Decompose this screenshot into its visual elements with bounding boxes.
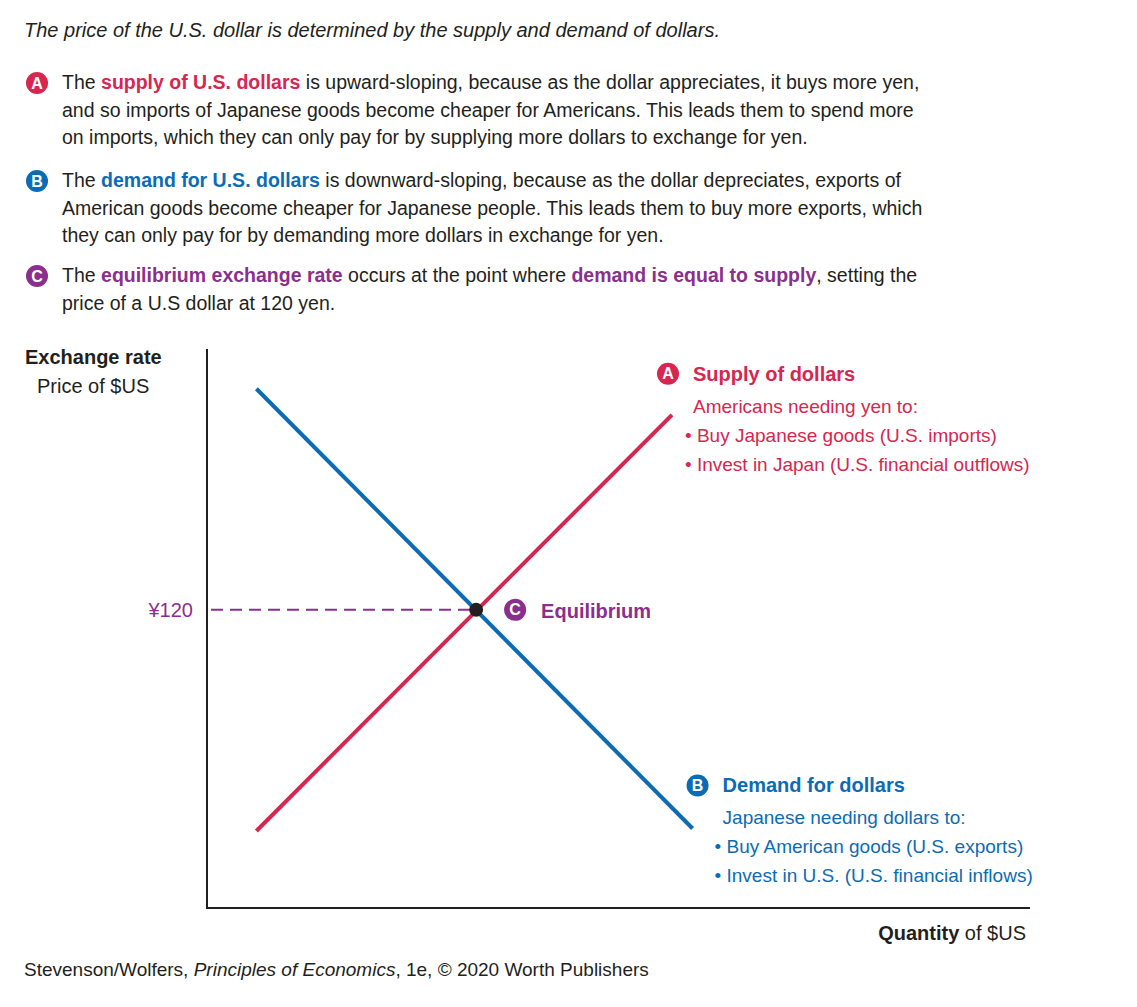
text-part: equilibrium exchange rate — [101, 264, 343, 286]
text-part: occurs at the point where — [343, 264, 572, 286]
series-description: Japanese needing dollars to: — [723, 807, 966, 828]
text-part: American goods become cheaper for Japane… — [62, 197, 922, 219]
text-part: The — [62, 264, 101, 286]
text-line: The demand for U.S. dollars is downward-… — [62, 169, 901, 191]
text-line: Stevenson/Wolfers, Principles of Economi… — [24, 959, 649, 980]
text-part: The — [62, 71, 101, 93]
y-axis-sublabel: Price of $US — [37, 375, 149, 397]
text-line: they can only pay for by demanding more … — [62, 224, 664, 246]
text-line: on imports, which they can only pay for … — [62, 126, 808, 148]
text-part: demand for U.S. dollars — [101, 169, 320, 191]
figure: The price of the U.S. dollar is determin… — [0, 0, 1137, 1007]
badge-letter: A — [31, 75, 43, 92]
text-line: American goods become cheaper for Japane… — [62, 197, 922, 219]
text-part: Stevenson/Wolfers, — [24, 959, 194, 980]
y-axis-label: Exchange rate — [25, 346, 162, 368]
equilibrium-point — [469, 603, 483, 617]
series-description: • Invest in U.S. (U.S. financial inflows… — [715, 865, 1033, 886]
text-part: is upward-sloping, because as the dollar… — [300, 71, 919, 93]
series-description: • Buy American goods (U.S. exports) — [715, 836, 1024, 857]
text-part: supply of U.S. dollars — [101, 71, 301, 93]
badge-circle — [26, 170, 48, 192]
badge-letter: C — [509, 601, 521, 618]
y-tick-line — [211, 609, 476, 611]
text-part: The — [62, 169, 101, 191]
badge-letter: C — [31, 268, 43, 285]
series-description: • Invest in Japan (U.S. financial outflo… — [685, 454, 1030, 475]
x-axis — [206, 907, 1030, 909]
annotation-label: Equilibrium — [541, 600, 651, 622]
series-description: Americans needing yen to: — [693, 396, 918, 417]
text-part: on imports, which they can only pay for … — [62, 126, 808, 148]
badge-letter: B — [692, 777, 704, 794]
badge-circle — [657, 363, 679, 385]
series-name: Demand for dollars — [723, 774, 905, 796]
text-part: Quantity — [878, 922, 960, 944]
text-part: they can only pay for by demanding more … — [62, 224, 664, 246]
text-part: Principles of Economics — [194, 959, 396, 980]
text-part: and so imports of Japanese goods become … — [62, 99, 914, 121]
series-line — [256, 415, 672, 831]
plot-area — [256, 389, 692, 831]
badge-circle — [26, 72, 48, 94]
text-part: is downward-sloping, because as the doll… — [320, 169, 902, 191]
badge-letter: A — [662, 365, 674, 382]
series-description: • Buy Japanese goods (U.S. imports) — [685, 425, 997, 446]
badge-circle — [26, 265, 48, 287]
text-part: , 1e, © 2020 Worth Publishers — [395, 959, 648, 980]
badge-circle — [687, 774, 709, 796]
series-line — [256, 389, 692, 829]
badge-letter: B — [31, 173, 43, 190]
title: The price of the U.S. dollar is determin… — [24, 19, 720, 41]
text-line: The equilibrium exchange rate occurs at … — [62, 264, 917, 286]
y-tick-label: ¥120 — [148, 599, 194, 621]
series-name: Supply of dollars — [693, 363, 855, 385]
text-line: The supply of U.S. dollars is upward-slo… — [62, 71, 919, 93]
text-part: of $US — [959, 922, 1026, 944]
y-axis — [206, 349, 208, 909]
text-line: price of a U.S dollar at 120 yen. — [62, 292, 335, 314]
text-line: and so imports of Japanese goods become … — [62, 99, 914, 121]
badge-circle — [504, 599, 526, 621]
text-part: price of a U.S dollar at 120 yen. — [62, 292, 335, 314]
text-part: demand is equal to supply — [571, 264, 816, 286]
text-line: Quantity of $US — [878, 922, 1026, 944]
text-part: , setting the — [816, 264, 917, 286]
